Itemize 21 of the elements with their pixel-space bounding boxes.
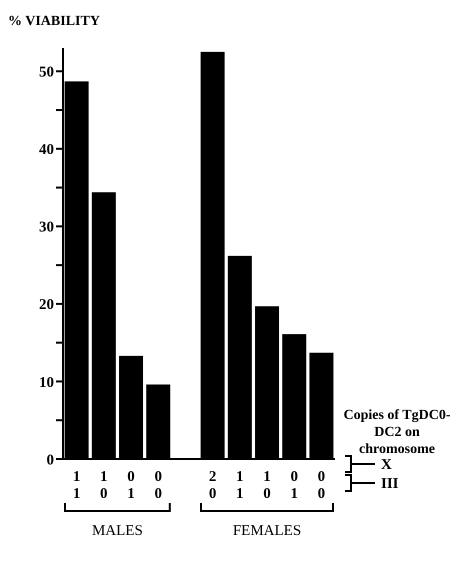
text: III <box>381 476 399 492</box>
y-tick-label: 20 <box>39 297 54 314</box>
text: MALES <box>92 523 143 539</box>
x-tick-label: 1 1 <box>236 469 244 502</box>
x-tick-label: 2 0 <box>208 469 216 502</box>
y-tick-label: 50 <box>39 64 54 81</box>
text: X <box>381 457 392 473</box>
x-tick-label: 0 1 <box>290 469 298 502</box>
x-tick-label: 0 0 <box>318 469 326 502</box>
y-tick-label: 10 <box>39 374 54 391</box>
x-tick-label: 1 0 <box>263 469 271 502</box>
x-tick-label: 0 0 <box>154 469 162 502</box>
y-tick-label: 40 <box>39 142 54 158</box>
y-tick-label: 30 <box>39 220 54 236</box>
x-tick-label: 1 0 <box>100 469 108 502</box>
text: FEMALES <box>232 523 302 539</box>
x-tick-label: 1 1 <box>72 469 80 502</box>
x-tick-label: 0 1 <box>127 469 135 502</box>
y-tick-label: 0 <box>46 452 54 468</box>
text: Copies of TgDC0-DC2 on chromosome <box>343 407 451 458</box>
y-axis-title: % VIABILITY <box>8 14 100 30</box>
